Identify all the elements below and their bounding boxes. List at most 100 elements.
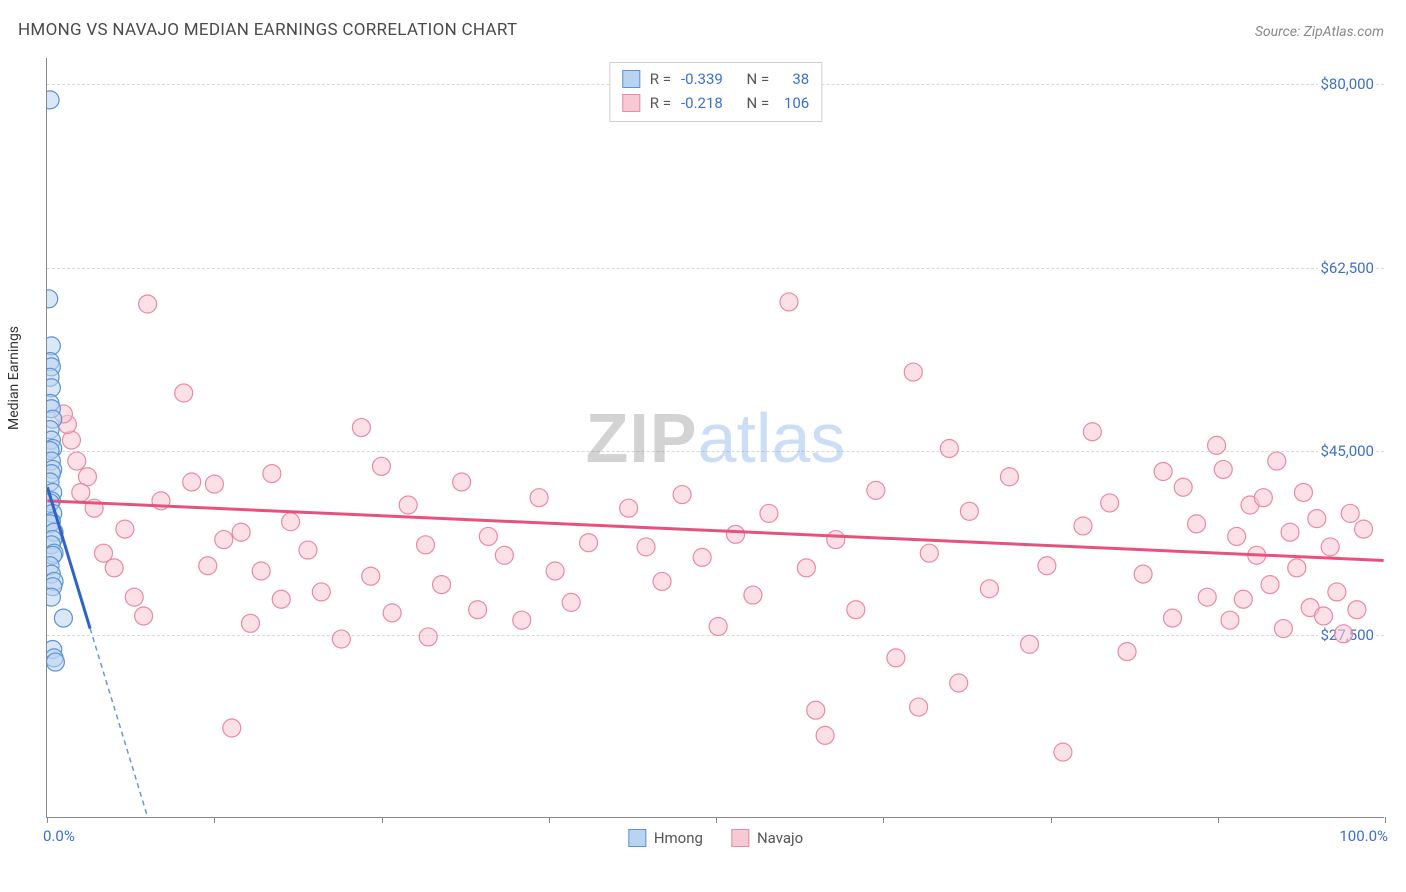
scatter-point <box>1083 423 1101 441</box>
scatter-point <box>362 567 380 585</box>
plot-area: R = -0.339 N = 38 R = -0.218 N = 106 ZIP… <box>46 58 1384 818</box>
scatter-point <box>453 473 471 491</box>
scatter-point <box>1274 620 1292 638</box>
x-tick <box>883 817 884 823</box>
scatter-point <box>332 630 350 648</box>
scatter-point <box>312 583 330 601</box>
scatter-point <box>816 726 834 744</box>
legend-swatch-hmong <box>628 829 646 847</box>
scatter-point <box>419 628 437 646</box>
scatter-point <box>352 419 370 437</box>
scatter-point <box>1254 489 1272 507</box>
scatter-point <box>399 496 417 514</box>
scatter-point <box>242 614 260 632</box>
scatter-point <box>54 609 72 627</box>
scatter-point <box>47 588 60 606</box>
x-axis-min-label: 0.0% <box>43 827 75 845</box>
scatter-point <box>72 483 90 501</box>
scatter-point <box>709 617 727 635</box>
scatter-point <box>215 531 233 549</box>
scatter-point <box>980 580 998 598</box>
scatter-point <box>1134 565 1152 583</box>
scatter-point <box>693 548 711 566</box>
scatter-point <box>1355 520 1373 538</box>
legend-n-navajo: 106 <box>779 91 809 115</box>
scatter-point <box>139 295 157 313</box>
scatter-point <box>1054 743 1072 761</box>
scatter-point <box>263 465 281 483</box>
scatter-point <box>580 534 598 552</box>
scatter-point <box>562 593 580 611</box>
scatter-point <box>1328 583 1346 601</box>
x-tick <box>716 817 717 823</box>
legend-series: Hmong Navajo <box>628 829 803 847</box>
scatter-point <box>495 546 513 564</box>
legend-r-label: R = <box>650 91 671 115</box>
x-tick <box>214 817 215 823</box>
scatter-point <box>797 559 815 577</box>
legend-n-label: N = <box>747 91 770 115</box>
scatter-point <box>433 576 451 594</box>
scatter-point <box>1118 643 1136 661</box>
scatter-point <box>1348 601 1366 619</box>
scatter-point <box>252 562 270 580</box>
scatter-point <box>47 290 58 308</box>
scatter-point <box>620 499 638 517</box>
legend-r-navajo: -0.218 <box>681 91 723 115</box>
scatter-point <box>1188 515 1206 533</box>
scatter-point <box>383 604 401 622</box>
scatter-point <box>1234 590 1252 608</box>
scatter-point <box>1208 436 1226 454</box>
scatter-point <box>282 513 300 531</box>
scatter-point <box>175 384 193 402</box>
scatter-point <box>135 607 153 625</box>
scatter-point <box>530 489 548 507</box>
scatter-point <box>1214 460 1232 478</box>
legend-swatch-hmong <box>622 70 640 88</box>
scatter-point <box>125 588 143 606</box>
scatter-point <box>1281 523 1299 541</box>
scatter-point <box>1198 588 1216 606</box>
scatter-point <box>1335 625 1353 643</box>
scatter-point <box>1174 478 1192 496</box>
scatter-point <box>183 473 201 491</box>
legend-r-hmong: -0.339 <box>681 67 723 91</box>
scatter-point <box>299 541 317 559</box>
scatter-point <box>727 525 745 543</box>
scatter-point <box>1308 510 1326 528</box>
x-tick <box>1218 817 1219 823</box>
scatter-point <box>1000 468 1018 486</box>
scatter-svg <box>47 58 1384 817</box>
scatter-point <box>887 649 905 667</box>
scatter-point <box>760 504 778 522</box>
scatter-point <box>1321 538 1339 556</box>
x-tick <box>549 817 550 823</box>
scatter-point <box>469 601 487 619</box>
scatter-point <box>1038 557 1056 575</box>
legend-item-hmong: Hmong <box>628 829 703 847</box>
legend-item-navajo: Navajo <box>731 829 803 847</box>
scatter-point <box>199 557 217 575</box>
scatter-point <box>780 293 798 311</box>
legend-swatch-navajo <box>622 94 640 112</box>
legend-label-hmong: Hmong <box>654 829 703 847</box>
legend-correlation: R = -0.339 N = 38 R = -0.218 N = 106 <box>609 62 822 122</box>
scatter-point <box>867 481 885 499</box>
scatter-point <box>807 701 825 719</box>
scatter-point <box>1021 635 1039 653</box>
scatter-point <box>1154 463 1172 481</box>
legend-row-hmong: R = -0.339 N = 38 <box>622 67 809 91</box>
scatter-point <box>417 536 435 554</box>
scatter-point <box>910 698 928 716</box>
scatter-point <box>116 520 134 538</box>
x-axis-max-label: 100.0% <box>1339 827 1388 845</box>
scatter-point <box>1261 576 1279 594</box>
x-tick <box>1051 817 1052 823</box>
scatter-point <box>1315 607 1333 625</box>
scatter-point <box>62 431 80 449</box>
x-tick <box>1385 817 1386 823</box>
scatter-point <box>637 538 655 556</box>
scatter-point <box>1288 559 1306 577</box>
scatter-point <box>232 523 250 541</box>
scatter-point <box>223 719 241 737</box>
